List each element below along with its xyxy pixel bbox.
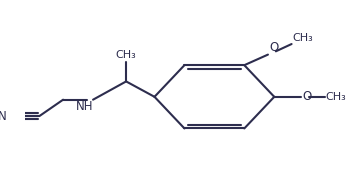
Text: O: O bbox=[303, 90, 312, 103]
Text: CH₃: CH₃ bbox=[116, 50, 137, 60]
Text: NH: NH bbox=[75, 100, 93, 113]
Text: O: O bbox=[270, 41, 279, 54]
Text: CH₃: CH₃ bbox=[292, 33, 313, 43]
Text: N: N bbox=[0, 109, 6, 123]
Text: CH₃: CH₃ bbox=[326, 92, 346, 102]
